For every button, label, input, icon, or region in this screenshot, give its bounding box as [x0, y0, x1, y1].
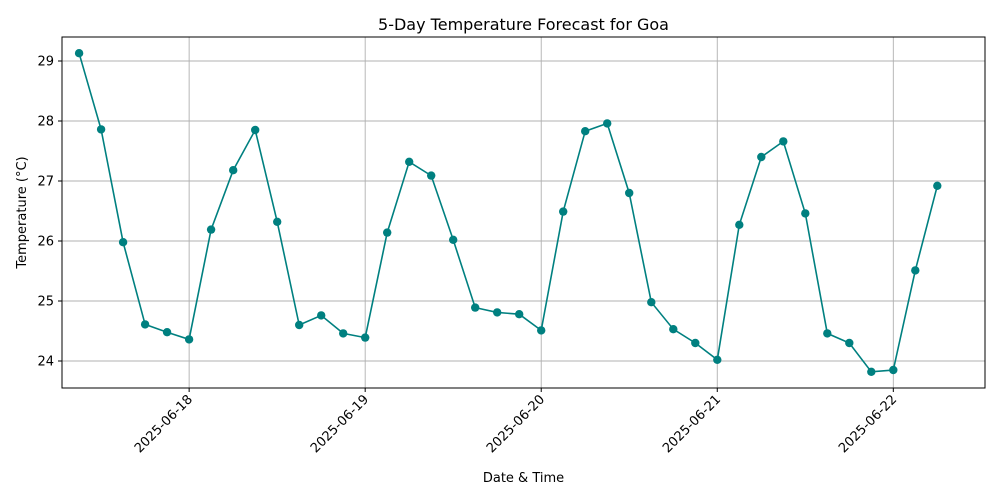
data-point	[779, 137, 788, 146]
data-point	[405, 157, 414, 166]
series-line	[78, 52, 939, 373]
y-axis-label: Temperature (°C)	[15, 156, 30, 269]
data-point	[118, 238, 128, 247]
data-point	[449, 235, 458, 244]
y-tick-label: 29	[37, 55, 54, 70]
chart-title: 5-Day Temperature Forecast for Goa	[378, 15, 669, 34]
data-point	[625, 188, 634, 198]
grid	[62, 37, 985, 388]
data-point	[933, 181, 942, 190]
y-tick-label: 24	[37, 355, 54, 370]
data-point	[691, 338, 700, 348]
data-point	[603, 119, 612, 128]
data-point	[867, 367, 876, 376]
plot-frame	[61, 36, 986, 389]
y-tick-label: 27	[37, 175, 54, 190]
data-point	[845, 338, 854, 348]
data-point	[911, 266, 920, 275]
data-point	[96, 125, 106, 134]
data-point	[801, 209, 810, 218]
data-point	[206, 225, 216, 234]
data-point	[74, 49, 84, 58]
data-point	[471, 303, 480, 312]
data-point	[735, 220, 744, 229]
data-point	[559, 207, 568, 216]
data-point	[757, 152, 766, 162]
data-point	[317, 311, 326, 320]
data-point	[339, 329, 348, 338]
data-point	[537, 326, 546, 335]
y-tick-label: 28	[37, 115, 54, 130]
data-point	[669, 325, 678, 334]
data-point	[581, 127, 590, 136]
x-axis-label: Date & Time	[483, 471, 564, 486]
data-point	[427, 171, 436, 180]
data-point	[162, 328, 172, 337]
data-point	[383, 228, 392, 237]
data-point	[251, 125, 260, 135]
data-point	[823, 329, 832, 338]
y-tick-label: 26	[37, 235, 54, 250]
data-point	[229, 166, 238, 175]
data-point	[184, 335, 194, 344]
data-point	[493, 308, 502, 317]
y-tick-label: 25	[37, 295, 54, 310]
data-point	[889, 365, 898, 375]
data-point	[140, 320, 150, 329]
data-point	[647, 298, 656, 307]
data-point	[515, 310, 524, 319]
data-point	[295, 320, 304, 330]
data-point	[713, 355, 722, 364]
data-point	[273, 217, 282, 226]
data-point	[361, 333, 370, 342]
series-temperature	[74, 49, 942, 376]
